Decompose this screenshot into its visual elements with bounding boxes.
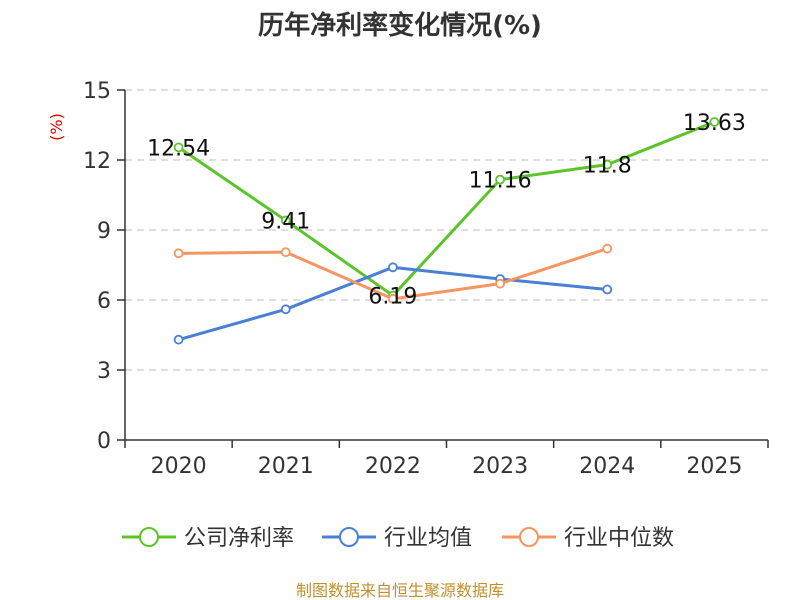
legend[interactable]: 公司净利率 行业均值 行业中位数 [122,526,674,551]
data-label: 11.8 [583,154,632,179]
data-point [495,174,505,185]
legend-item-0[interactable]: 公司净利率 [122,526,294,551]
x-tick-label: 2021 [258,454,314,479]
legend-item-1[interactable]: 行业均值 [322,526,472,551]
chart-title: 历年净利率变化情况(%) [258,10,542,41]
legend-circle-icon [519,527,539,547]
x-tick-label: 2025 [686,454,742,479]
x-tick-label: 2024 [579,454,635,479]
data-point [280,215,291,226]
data-label: 9.41 [261,209,310,234]
data-point [602,159,613,170]
data-label: 12.54 [147,136,210,161]
data-point [388,262,398,273]
data-point [709,117,720,127]
legend-label: 行业中位数 [564,526,674,551]
data-source-note: 制图数据来自恒生聚源数据库 [296,581,504,600]
data-point [173,142,184,153]
data-point [173,334,184,345]
legend-circle-icon [339,527,359,547]
y-tick-label: 3 [97,359,111,384]
legend-label: 公司净利率 [184,526,294,551]
legend-circle-icon [139,527,159,547]
data-point [388,293,398,304]
legend-label: 行业均值 [384,526,472,551]
series-lines [173,117,720,345]
y-axis-unit: (%) [47,113,66,141]
data-point [280,304,291,315]
y-tick-label: 15 [83,79,111,104]
x-tick-label: 2020 [151,454,207,479]
data-point [602,243,613,254]
data-label: 11.16 [469,169,532,194]
y-tick-label: 0 [97,429,111,454]
y-tick-label: 12 [83,149,111,174]
axes: 0 3 6 9 12 15 2020 2021 2022 2023 2024 2025 [83,79,769,479]
x-tick-label: 2022 [365,454,421,479]
data-point [173,248,184,259]
data-point [602,284,613,295]
legend-item-2[interactable]: 行业中位数 [502,526,674,551]
data-label: 13.63 [683,111,746,136]
x-tick-label: 2023 [472,454,528,479]
data-point [280,247,291,258]
data-labels: 12.54 9.41 6.19 11.16 11.8 13.63 [147,111,746,310]
y-tick-label: 6 [97,289,111,314]
series-line-0 [177,120,715,298]
y-tick-label: 9 [97,219,111,244]
data-point [495,278,505,289]
data-label: 6.19 [368,285,417,310]
